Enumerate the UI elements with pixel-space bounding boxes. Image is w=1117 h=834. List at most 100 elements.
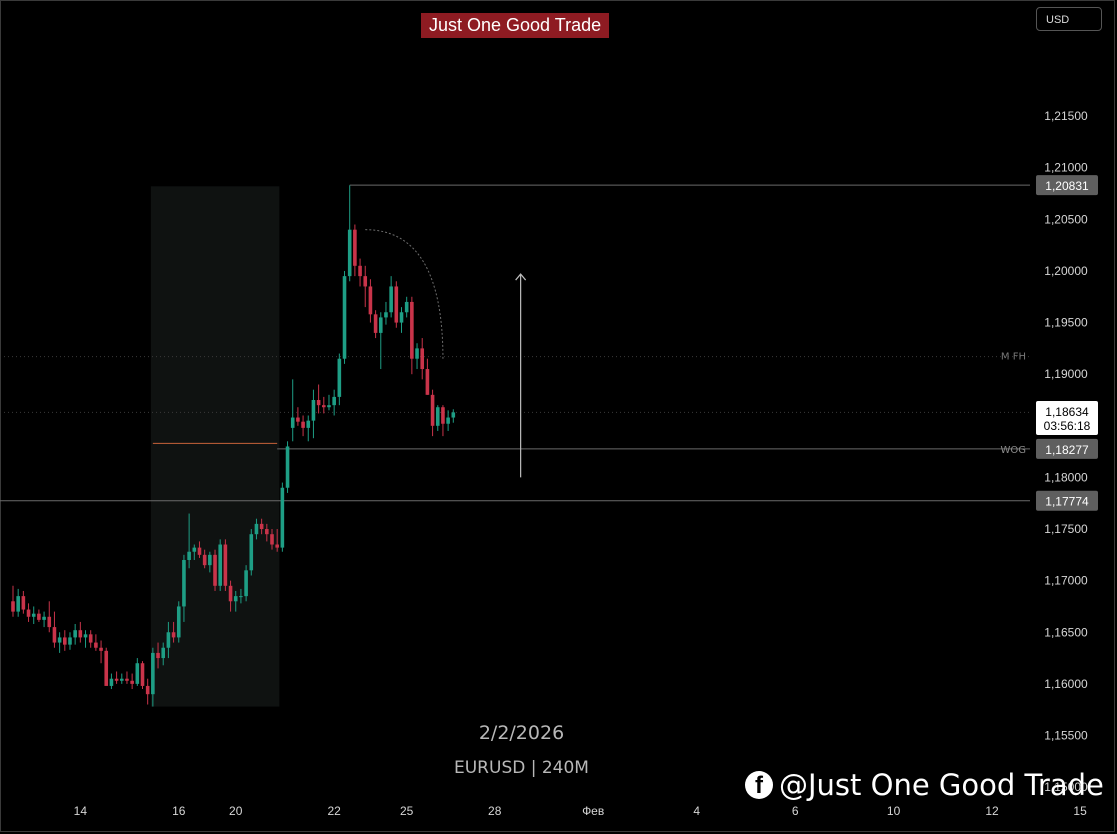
candle-body (16, 596, 20, 612)
x-tick-label: 22 (327, 804, 341, 818)
candle-body (11, 601, 15, 612)
x-tick-label: 15 (1073, 804, 1087, 818)
candle-body (104, 650, 109, 686)
candle-body (290, 417, 295, 428)
candle-body (218, 544, 222, 586)
level-label-MFH: M FH (1001, 352, 1026, 363)
candle-body (244, 570, 248, 597)
candle-body (249, 534, 254, 571)
x-tick-label: 28 (488, 804, 502, 818)
facebook-icon: f (745, 771, 773, 799)
candle-body (156, 652, 160, 659)
candle-body (63, 637, 67, 645)
candle-body (451, 412, 456, 418)
candle-body (394, 286, 399, 323)
candle-body (275, 544, 279, 548)
price-label-bg (1036, 490, 1098, 511)
candle-body (213, 554, 217, 586)
candle-body (208, 554, 212, 566)
y-tick-label: 1,19500 (1044, 316, 1088, 330)
y-tick-label: 1,15500 (1044, 728, 1088, 742)
x-tick-label: 14 (74, 804, 88, 818)
candle-body (430, 394, 435, 426)
social-handle: f @Just One Good Trade (745, 768, 1104, 802)
y-tick-label: 1,16000 (1044, 677, 1088, 691)
candle-body (410, 301, 414, 359)
candle-body (187, 551, 191, 560)
candle-body (280, 487, 285, 548)
candle-body (254, 523, 259, 535)
candle-body (265, 529, 269, 535)
candle-body (353, 229, 357, 266)
x-tick-label: 10 (887, 804, 901, 818)
candle-body (114, 678, 119, 681)
candle-body (239, 596, 243, 598)
price-label: 1,18634 (1045, 405, 1089, 419)
y-tick-label: 1,19000 (1044, 367, 1088, 381)
projection-arrow-head (515, 273, 527, 281)
y-tick-label: 1,16500 (1044, 625, 1088, 639)
candle-body (332, 396, 336, 406)
candle-body (228, 585, 233, 602)
candle-body (161, 647, 166, 659)
candle-body (233, 596, 238, 602)
candle-body (347, 229, 352, 277)
candle-body (363, 276, 368, 287)
y-tick-label: 1,15000 (1044, 780, 1088, 794)
candle-body (52, 627, 57, 643)
candle-body (316, 400, 321, 406)
candle-body (145, 685, 150, 695)
candle-body (135, 663, 140, 684)
candle-body (171, 632, 176, 638)
price-label-bg (1036, 175, 1098, 196)
candle-body (342, 276, 347, 359)
candle-body (47, 616, 52, 628)
candle-body (270, 534, 274, 545)
candle-body (202, 554, 207, 566)
candle-body (68, 637, 72, 645)
candle-body (368, 286, 373, 315)
watermark-symbol: EURUSD | 240M (454, 758, 589, 778)
candle-body (446, 417, 450, 424)
candle-body (182, 560, 186, 607)
price-label-bg (1036, 400, 1098, 435)
candle-body (327, 405, 331, 408)
watermark-date: 2/2/2026 (478, 722, 565, 744)
candle-body (88, 634, 93, 643)
candle-body (301, 421, 305, 428)
candle-body (399, 312, 404, 323)
level-tag-wog: WOG (1000, 445, 1026, 456)
y-tick-label: 1,21000 (1044, 161, 1088, 175)
chart-title-badge: Just One Good Trade (421, 13, 610, 38)
candle-body (389, 286, 393, 313)
candle-body (358, 265, 362, 277)
candle-body (322, 405, 326, 408)
candle-body (420, 348, 425, 370)
candle-body (26, 609, 31, 617)
highlight-zone (150, 186, 280, 707)
x-tick-label: 4 (693, 804, 700, 818)
x-tick-label: 12 (985, 804, 999, 818)
y-tick-label: 1,17000 (1044, 574, 1088, 588)
candle-body (37, 613, 41, 620)
candle-body (83, 634, 88, 638)
candle-body (176, 606, 181, 638)
currency-button[interactable]: USD (1036, 7, 1102, 31)
candle-body (296, 417, 300, 422)
candle-body (151, 652, 155, 695)
candle-body (435, 407, 440, 426)
price-label: 1,18277 (1045, 443, 1089, 457)
candle-body (42, 616, 46, 620)
y-tick-label: 1,17500 (1044, 522, 1088, 536)
candle-body (119, 678, 124, 681)
candle-body (425, 369, 430, 395)
candle-body (373, 314, 378, 333)
social-handle-text: @Just One Good Trade (779, 768, 1104, 802)
candle-body (31, 613, 36, 617)
x-tick-label: 20 (229, 804, 243, 818)
candle-body (384, 312, 388, 318)
candle-body (404, 301, 409, 313)
candle-body (125, 678, 129, 681)
y-tick-label: 1,20000 (1044, 264, 1088, 278)
